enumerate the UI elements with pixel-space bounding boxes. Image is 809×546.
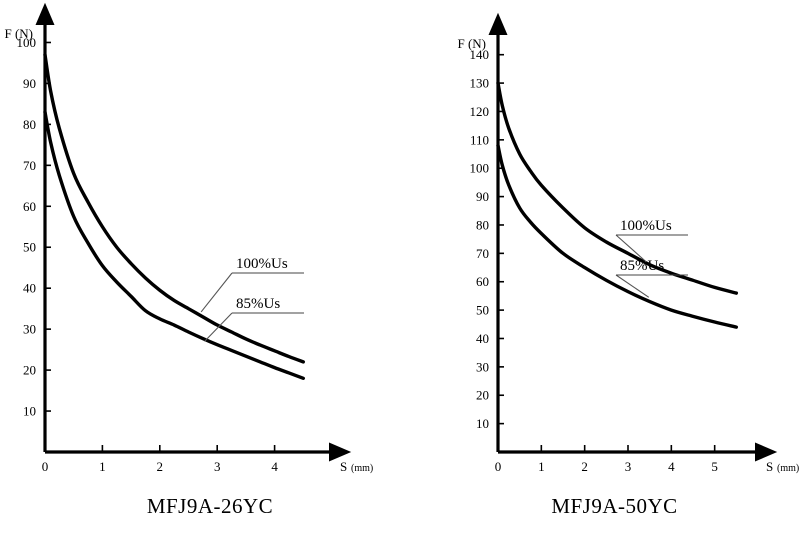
chart-svg-mfj9a-26yc: 10 20 30 40 50 60 70 80 90 100 0 1 2 3 4 F (N) S (mm) 100%…: [4, 2, 373, 474]
y-tick-label-70: 70: [476, 246, 489, 261]
y-tick-label-50: 50: [23, 240, 36, 255]
y-tick-label-130: 130: [470, 76, 490, 91]
y-tick-label-50: 50: [476, 303, 489, 318]
y-tick-label-70: 70: [23, 158, 36, 173]
annotation-leader-0: [200, 272, 233, 313]
y-tick-label-140: 140: [470, 47, 490, 62]
x-tick-label-3: 3: [625, 459, 632, 474]
x-axis-title: S: [766, 459, 773, 474]
y-tick-label-90: 90: [23, 76, 36, 91]
y-tick-label-20: 20: [476, 388, 489, 403]
annotation-label-1: 85%Us: [620, 258, 664, 274]
y-tick-label-20: 20: [23, 363, 36, 378]
y-axis-title: F (N): [457, 36, 486, 51]
x-tick-label-1: 1: [538, 459, 545, 474]
y-tick-label-60: 60: [23, 199, 36, 214]
y-tick-label-30: 30: [23, 322, 36, 337]
y-tick-label-30: 30: [476, 359, 489, 374]
x-axis-title: S: [340, 459, 347, 474]
annotation-label-0: 100%Us: [620, 218, 672, 234]
chart-caption-left: MFJ9A-26YC: [146, 494, 274, 518]
y-axis-title: F (N): [4, 26, 33, 41]
annotation-label-0: 100%Us: [236, 256, 288, 272]
x-axis-unit: (mm): [777, 463, 799, 474]
y-tick-label-100: 100: [17, 35, 37, 50]
annotation-leader-0: [615, 234, 647, 263]
y-tick-label-10: 10: [476, 416, 489, 431]
series-curve-100pctUs: [43, 53, 305, 364]
x-tick-label-0: 0: [495, 459, 502, 474]
x-axis-unit: (mm): [351, 463, 373, 474]
annotation-leader-1: [615, 274, 650, 298]
chart-caption-right: MFJ9A-50YC: [551, 494, 678, 518]
series-curve-100pctUs: [496, 81, 739, 295]
x-tick-label-3: 3: [214, 459, 221, 474]
y-tick-label-40: 40: [23, 281, 36, 296]
chart-panel-mfj9a-50yc: 10 20 30 40 50 60 70 80 90 100 110 120 130 140 0 1 2 3 4 5 F…: [420, 0, 809, 546]
y-tick-label-120: 120: [470, 104, 490, 119]
annotation-leader-1: [204, 312, 233, 342]
annotation-label-1: 85%Us: [236, 296, 280, 312]
y-tick-label-10: 10: [23, 404, 36, 419]
y-tick-label-90: 90: [476, 189, 489, 204]
chart-panel-mfj9a-26yc: 10 20 30 40 50 60 70 80 90 100 0 1 2 3 4 F (N) S (mm) 100%…: [4, 2, 373, 518]
x-tick-label-4: 4: [271, 459, 278, 474]
y-tick-label-110: 110: [470, 132, 489, 147]
x-tick-label-1: 1: [99, 459, 106, 474]
x-tick-label-2: 2: [581, 459, 588, 474]
y-tick-label-80: 80: [23, 117, 36, 132]
x-tick-label-2: 2: [157, 459, 164, 474]
series-curve-85pctUs: [43, 110, 305, 380]
y-tick-label-40: 40: [476, 331, 489, 346]
x-tick-label-0: 0: [42, 459, 49, 474]
chart-svg-mfj9a-50yc: 10 20 30 40 50 60 70 80 90 100 110 120 130 140 0 1 2 3 4 5 F…: [457, 12, 799, 474]
series-curve-85pctUs: [496, 143, 739, 329]
x-tick-label-5: 5: [711, 459, 718, 474]
y-tick-label-60: 60: [476, 274, 489, 289]
y-tick-label-80: 80: [476, 217, 489, 232]
y-tick-label-100: 100: [470, 161, 490, 176]
x-tick-label-4: 4: [668, 459, 675, 474]
